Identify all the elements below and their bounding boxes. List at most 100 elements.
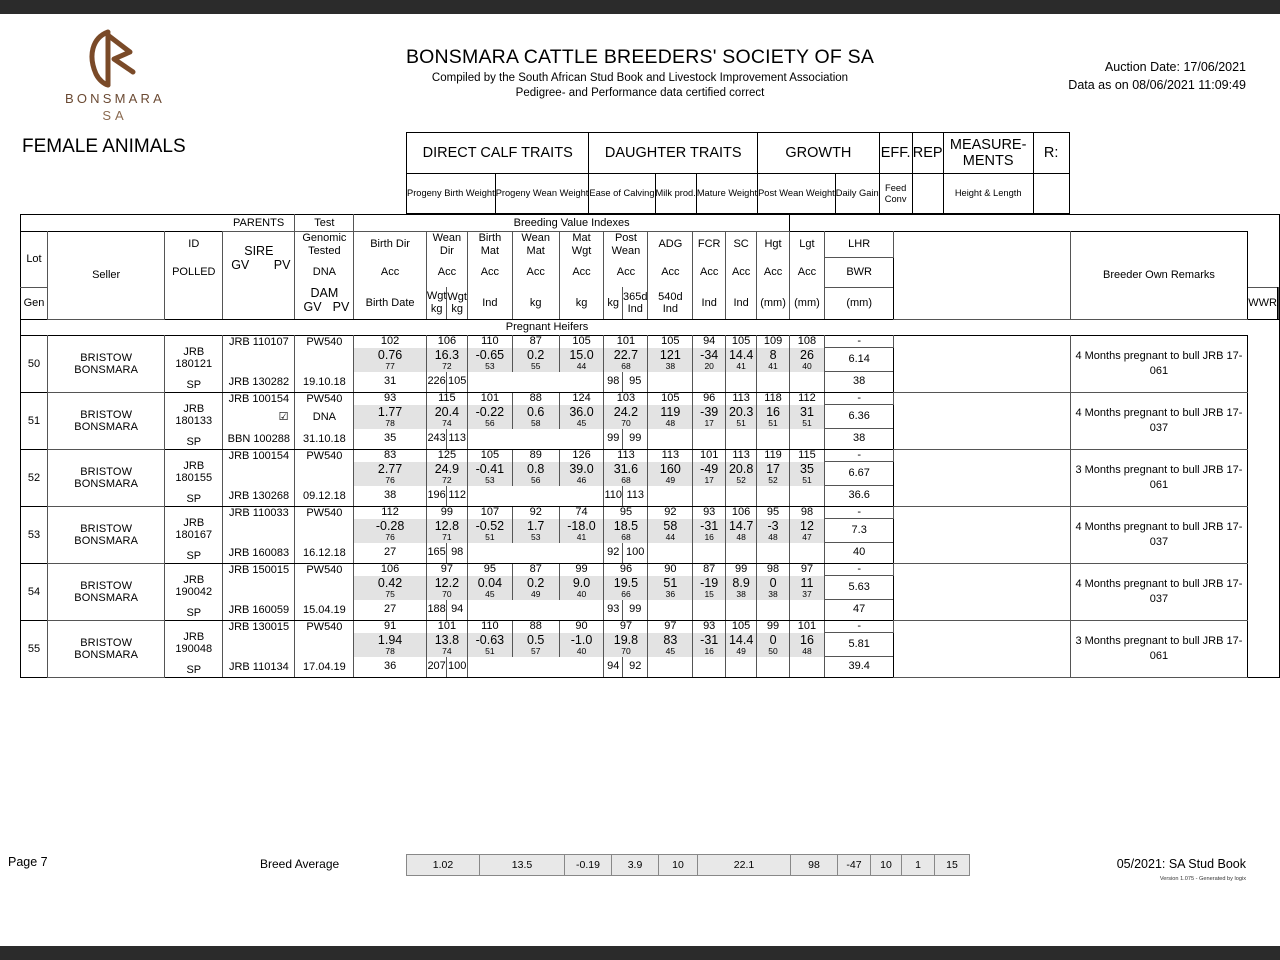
cell-adg-value: 83 45 (647, 632, 694, 657)
table-row: 54 BRISTOW BONSMARA JRB 190042 JRB 150015 PW… (20, 562, 1280, 621)
header-lhr: LHR (823, 231, 895, 258)
header-acc-fcr: Acc (692, 257, 727, 288)
cell-lot[interactable]: 50 (20, 334, 48, 393)
cell-birth-dir-value: 1.94 78 (353, 632, 427, 657)
cell-dna-flag[interactable] (294, 518, 355, 543)
cell-sire-id[interactable]: JRB 150015 (222, 562, 296, 576)
cell-birth-date: 17.04.19 (294, 656, 355, 678)
table-row-values: 0.76 77 16.3 72 -0.65 53 0.2 55 15.0 44 22.7 68 121 3… (21, 347, 1280, 373)
header-birth-dir: Birth Dir (353, 231, 427, 258)
cell-wean-dir-wgt: 207 (425, 656, 448, 678)
breed-average-cell: 3.9 (611, 854, 659, 876)
cell-blank-column (893, 334, 1071, 393)
cell-seller[interactable]: BRISTOW BONSMARA (46, 334, 166, 393)
cell-animal-id[interactable]: JRB 180155 (164, 448, 224, 486)
cell-dna-flag[interactable] (294, 632, 355, 657)
cell-genomic-test[interactable]: PW540 (294, 505, 355, 519)
cell-wean-dir-wgt: 188 (425, 599, 448, 621)
cell-dam-id[interactable]: JRB 110134 (222, 656, 296, 678)
cell-genomic-test[interactable]: PW540 (294, 391, 355, 405)
breed-average-table: 1.02 13.5 -0.19 3.9 10 22.1 98 -47 10 1 15 (406, 854, 970, 876)
cell-daughter-empty (466, 599, 605, 621)
cell-sire-id[interactable]: JRB 110107 (222, 334, 296, 348)
sub-daily-gain: Daily Gain (834, 173, 880, 214)
cell-lot[interactable]: 51 (20, 391, 48, 450)
cell-animal-id[interactable]: JRB 180133 (164, 391, 224, 429)
cell-lgt-index: 97 (789, 562, 825, 576)
cell-hgt-empty (756, 656, 790, 678)
cell-seller[interactable]: BRISTOW BONSMARA (46, 448, 166, 507)
cell-birth-dir-value: -0.28 76 (353, 518, 427, 543)
cell-genomic-test[interactable]: PW540 (294, 448, 355, 462)
cell-post-wean-365d: 94 (603, 656, 623, 678)
cell-sire-id[interactable]: JRB 110033 (222, 505, 296, 519)
trait-group-rep: REP (911, 132, 944, 174)
cell-animal-id[interactable]: JRB 180167 (164, 505, 224, 543)
cell-dam-id[interactable]: JRB 160059 (222, 599, 296, 621)
cell-animal-id[interactable]: JRB 190042 (164, 562, 224, 600)
cell-sc-index: 105 (725, 619, 758, 633)
cell-mat-wgt-value: 36.0 45 (558, 404, 605, 429)
header-unit-birth-dir: Wgt kg (425, 287, 448, 320)
cell-birth-dir-wgt: 38 (353, 485, 427, 507)
cell-dam-id[interactable]: JRB 130282 (222, 371, 296, 393)
cell-post-wean-value: 19.8 70 (603, 632, 649, 657)
cell-dna-flag[interactable] (294, 347, 355, 372)
cell-birth-dir-index: 102 (353, 334, 427, 348)
cell-lot[interactable]: 53 (20, 505, 48, 564)
cell-wean-dir-ind: 105 (446, 371, 468, 393)
cell-animal-id[interactable]: JRB 180121 (164, 334, 224, 372)
page-number: Page 7 (8, 855, 48, 869)
cell-animal-id[interactable]: JRB 190048 (164, 619, 224, 657)
cell-dam-id[interactable]: BBN 100288 (222, 428, 296, 450)
cell-polled-status: SP (164, 656, 224, 678)
cell-fcr-empty (692, 485, 727, 507)
cell-sire-check (222, 518, 296, 543)
cell-post-wean-value: 19.5 66 (603, 575, 649, 600)
cell-wean-dir-ind: 112 (446, 485, 468, 507)
header-acc-mat-wgt: Acc (558, 257, 605, 288)
cell-lot[interactable]: 55 (20, 619, 48, 678)
bonsmara-mark-icon (89, 29, 136, 88)
top-border-bar (0, 0, 1280, 14)
cell-adg-index: 97 (647, 619, 694, 633)
cell-dam-id[interactable]: JRB 160083 (222, 542, 296, 564)
cell-birth-mat-index: 110 (466, 334, 513, 348)
cell-lot[interactable]: 54 (20, 562, 48, 621)
cell-genomic-test[interactable]: PW540 (294, 334, 355, 348)
cell-hgt-index: 98 (756, 562, 790, 576)
cell-sire-id[interactable]: JRB 130015 (222, 619, 296, 633)
breed-average-cell: 98 (790, 854, 838, 876)
cell-dna-flag[interactable] (294, 575, 355, 600)
cell-seller[interactable]: BRISTOW BONSMARA (46, 391, 166, 450)
cell-dna-flag[interactable] (294, 461, 355, 486)
cell-wean-mat-value: 0.2 49 (511, 575, 560, 600)
cell-genomic-test[interactable]: PW540 (294, 562, 355, 576)
cell-lot[interactable]: 52 (20, 448, 48, 507)
header-fcr: FCR (692, 231, 727, 258)
cell-birth-date: 09.12.18 (294, 485, 355, 507)
trait-group-header: DIRECT CALF TRAITS DAUGHTER TRAITS GROWT… (405, 132, 1070, 214)
cell-post-wean-value: 31.6 68 (603, 461, 649, 486)
cell-sire-id[interactable]: JRB 100154 (222, 448, 296, 462)
breed-average-cell: 13.5 (479, 854, 565, 876)
cell-seller[interactable]: BRISTOW BONSMARA (46, 619, 166, 678)
cell-seller[interactable]: BRISTOW BONSMARA (46, 562, 166, 621)
cell-hgt-empty (756, 542, 790, 564)
header-unit-fcr: Ind (725, 287, 758, 320)
cell-dam-id[interactable]: JRB 130268 (222, 485, 296, 507)
cell-hgt-index: 99 (756, 619, 790, 633)
cell-sire-id[interactable]: JRB 100154 (222, 391, 296, 405)
cell-lgt-value: 11 37 (789, 575, 825, 600)
cell-fcr-empty (692, 599, 727, 621)
cell-wwr: 47 (823, 599, 895, 621)
cell-wean-dir-value: 12.8 71 (425, 518, 468, 543)
header-genomic-tested: Genomic Tested (294, 231, 355, 258)
cell-post-wean-index: 103 (603, 391, 649, 405)
header-unit-mat-wgt: kg (603, 287, 623, 320)
cell-dna-flag[interactable]: DNA (294, 404, 355, 429)
cell-genomic-test[interactable]: PW540 (294, 619, 355, 633)
cell-wean-mat-index: 87 (511, 334, 560, 348)
bonsmara-logo: BONSMARA SA (40, 28, 190, 123)
cell-seller[interactable]: BRISTOW BONSMARA (46, 505, 166, 564)
